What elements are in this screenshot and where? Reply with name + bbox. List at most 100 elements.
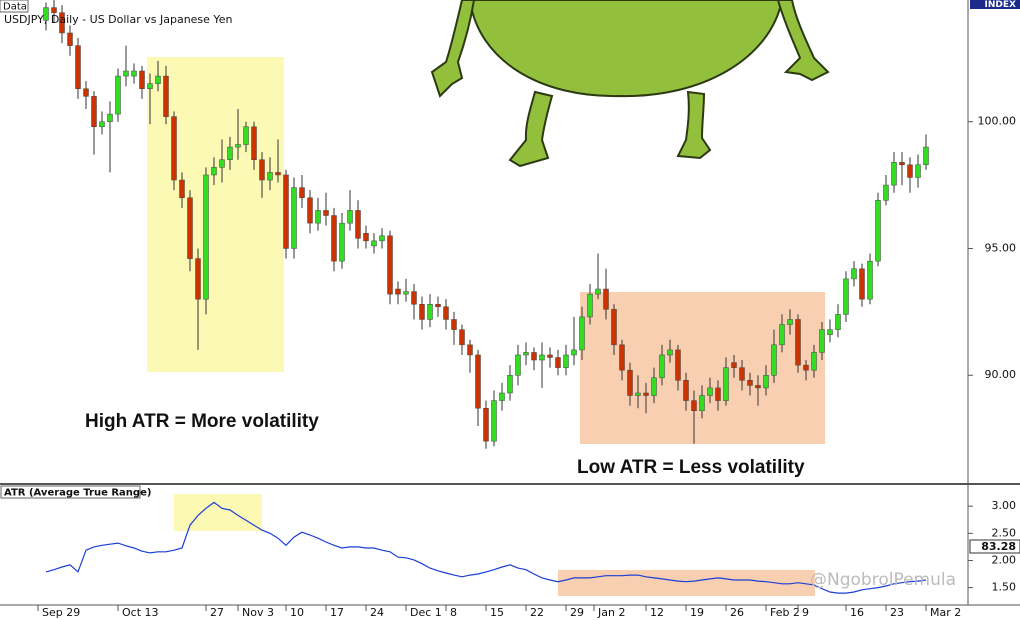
- candle-body: [747, 380, 753, 386]
- candle-body: [507, 374, 513, 394]
- candle-body: [51, 7, 57, 13]
- candle-body: [835, 314, 841, 330]
- candle-body: [715, 387, 721, 401]
- x-tick-label: 16: [850, 606, 864, 619]
- candle-body: [683, 380, 689, 401]
- candle-body: [611, 309, 617, 346]
- candle-body: [819, 329, 825, 353]
- monster-right-leg: [676, 90, 712, 160]
- candle-body: [99, 121, 105, 128]
- candle-body: [387, 235, 393, 295]
- current-value-box: [969, 539, 1020, 554]
- candle-body: [587, 293, 593, 318]
- x-tick-label: Feb 2: [770, 606, 800, 619]
- x-tick-label: 23: [890, 606, 904, 619]
- candle-body: [83, 88, 89, 97]
- candle-body: [923, 146, 929, 166]
- index-badge-label: INDEX: [985, 0, 1016, 10]
- watermark: @NgobrolPemula: [810, 570, 956, 590]
- candle-body: [867, 260, 873, 300]
- candle-body: [875, 200, 881, 262]
- y-tick-label: 3.00: [992, 499, 1017, 512]
- candle-body: [651, 377, 657, 396]
- candle-body: [755, 385, 761, 389]
- monster-illustration: [430, 0, 830, 168]
- candle-body: [451, 319, 457, 330]
- atr-line: [45, 501, 927, 594]
- candle-body: [795, 319, 801, 366]
- candle-body: [707, 387, 713, 396]
- x-tick-label: 17: [330, 606, 344, 619]
- candle-body: [331, 215, 337, 262]
- candle-body: [155, 75, 161, 84]
- candle-body: [483, 407, 489, 442]
- candle-body: [235, 144, 241, 148]
- candle-body: [515, 354, 521, 376]
- candle-body: [267, 172, 273, 181]
- candle-body: [195, 258, 201, 300]
- candle-body: [667, 349, 673, 356]
- monster-body: [468, 0, 784, 98]
- candle-body: [131, 70, 137, 77]
- candle-body: [731, 362, 737, 368]
- x-tick-label: 29: [570, 606, 584, 619]
- candle-body: [691, 400, 697, 411]
- data-badge: [0, 0, 29, 13]
- candle-body: [579, 316, 585, 351]
- annotation: Low ATR = Less volatility: [577, 457, 805, 478]
- x-tick-label: 24: [370, 606, 384, 619]
- candle-body: [627, 369, 633, 396]
- candle-body: [475, 354, 481, 409]
- candle-body: [675, 349, 681, 381]
- candle-body: [427, 304, 433, 320]
- candle-body: [891, 162, 897, 186]
- candle-body: [67, 32, 73, 46]
- x-tick-label: 12: [650, 606, 664, 619]
- data-badge-label: Data: [3, 2, 27, 13]
- candle-body: [619, 344, 625, 371]
- x-tick-label: 10: [290, 606, 304, 619]
- candle-body: [259, 159, 265, 181]
- candle-body: [275, 172, 281, 176]
- y-tick-label: 90.00: [985, 368, 1017, 381]
- candle-body: [739, 367, 745, 381]
- candle-body: [403, 291, 409, 295]
- x-tick-label: Oct 13: [122, 606, 159, 619]
- candle-body: [763, 374, 769, 389]
- current-value: 83.28: [981, 540, 1016, 553]
- candle-body: [907, 164, 913, 178]
- x-tick-label: 8: [450, 606, 457, 619]
- candle-body: [723, 367, 729, 401]
- candle-body: [75, 45, 81, 89]
- candle-body: [443, 306, 449, 320]
- candle-body: [283, 174, 289, 249]
- x-tick-label: Nov 3: [242, 606, 274, 619]
- candle-body: [779, 324, 785, 346]
- candle-body: [339, 222, 345, 262]
- candle-body: [219, 159, 225, 168]
- candle-body: [163, 75, 169, 117]
- candle-body: [643, 392, 649, 396]
- plot-area: [43, 0, 929, 594]
- candle-body: [459, 329, 465, 346]
- candle-body: [531, 352, 537, 361]
- candle-body: [91, 96, 97, 128]
- x-tick-label: 22: [530, 606, 544, 619]
- candle-body: [171, 116, 177, 181]
- candle-body: [323, 210, 329, 216]
- candle-body: [635, 392, 641, 396]
- candle-body: [179, 179, 185, 199]
- candle-body: [827, 329, 833, 335]
- candle-body: [251, 126, 257, 160]
- candle-body: [139, 70, 145, 89]
- candle-body: [811, 352, 817, 371]
- high-atr-highlight: [174, 494, 262, 531]
- candle-body: [59, 12, 65, 34]
- candle-body: [491, 400, 497, 442]
- x-tick-label: Mar 2: [930, 606, 961, 619]
- candle-body: [555, 357, 561, 368]
- candle-body: [915, 164, 921, 178]
- candle-body: [851, 268, 857, 280]
- candle-body: [699, 395, 705, 411]
